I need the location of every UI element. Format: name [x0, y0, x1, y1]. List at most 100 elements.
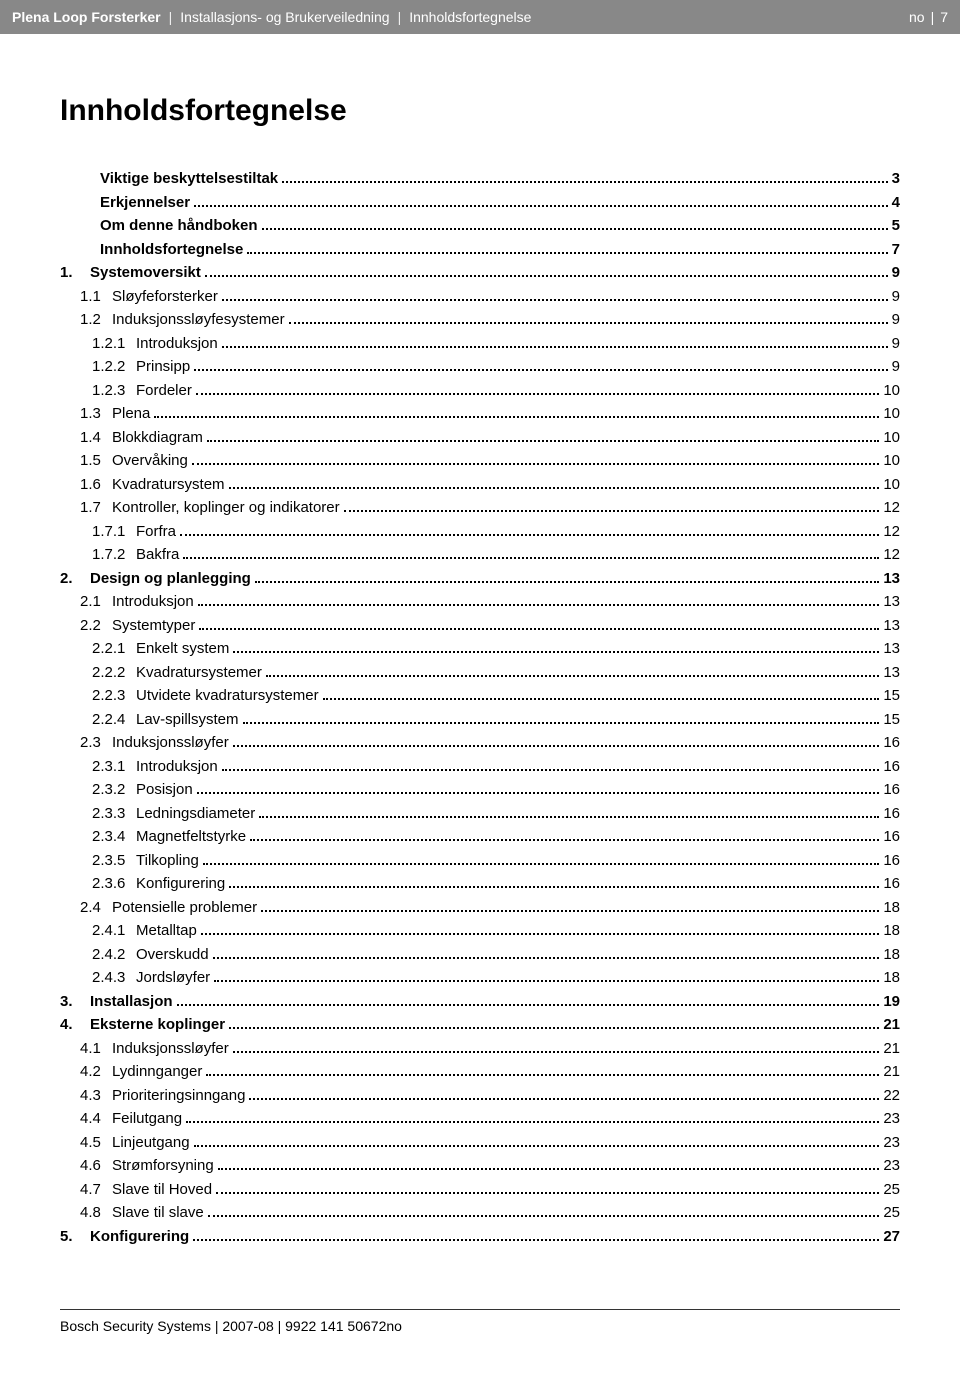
toc-title: Prioriteringsinngang — [112, 1085, 245, 1108]
toc-entry: 4.5Linjeutgang23 — [60, 1132, 900, 1155]
toc-page: 10 — [883, 380, 900, 403]
toc-page: 3 — [892, 168, 900, 191]
toc-entry: 2.4.2Overskudd18 — [60, 944, 900, 967]
toc-title: Konfigurering — [90, 1226, 189, 1249]
footer-text: Bosch Security Systems | 2007-08 | 9922 … — [0, 1310, 960, 1354]
toc-entry: 1.7Kontroller, koplinger og indikatorer1… — [60, 497, 900, 520]
toc-number: 1.2.1 — [60, 333, 136, 356]
toc-number: 4.7 — [60, 1179, 112, 1202]
toc-leader — [208, 1215, 880, 1217]
toc-page: 18 — [883, 967, 900, 990]
toc-leader — [213, 957, 880, 959]
header-pagenum: 7 — [940, 9, 948, 25]
toc-page: 7 — [892, 239, 900, 262]
toc-title: Lav-spillsystem — [136, 709, 239, 732]
toc-entry: 1.Systemoversikt9 — [60, 262, 900, 285]
toc-title: Overskudd — [136, 944, 209, 967]
toc-number: 2.3.4 — [60, 826, 136, 849]
toc-number: 2.3.2 — [60, 779, 136, 802]
toc-title: Systemoversikt — [90, 262, 201, 285]
toc-entry: 1.5Overvåking10 — [60, 450, 900, 473]
toc-leader — [233, 1051, 880, 1053]
toc-page: 12 — [883, 497, 900, 520]
toc-title: Jordsløyfer — [136, 967, 210, 990]
toc-page: 23 — [883, 1155, 900, 1178]
toc-page: 21 — [883, 1038, 900, 1061]
toc-title: Induksjonssløyfesystemer — [112, 309, 285, 332]
page-title: Innholdsfortegnelse — [60, 94, 900, 128]
toc-entry: 2.3.1Introduksjon16 — [60, 756, 900, 779]
toc-entry: 2.4Potensielle problemer18 — [60, 897, 900, 920]
toc-entry: 2.3Induksjonssløyfer16 — [60, 732, 900, 755]
table-of-contents: Viktige beskyttelsestiltak3Erkjennelser4… — [60, 168, 900, 1248]
toc-page: 21 — [883, 1061, 900, 1084]
header-pageinfo: no | 7 — [909, 9, 948, 25]
toc-entry: 1.3Plena10 — [60, 403, 900, 426]
toc-entry: 4.3Prioriteringsinngang22 — [60, 1085, 900, 1108]
toc-entry: 2.4.3Jordsløyfer 18 — [60, 967, 900, 990]
header-bar: Plena Loop Forsterker | Installasjons- o… — [0, 0, 960, 34]
toc-entry: 2.3.5Tilkopling16 — [60, 850, 900, 873]
toc-number: 1.3 — [60, 403, 112, 426]
toc-leader — [289, 322, 888, 324]
toc-number: 1. — [60, 262, 90, 285]
toc-title: Om denne håndboken — [60, 215, 258, 238]
toc-entry: 2.2.3Utvidete kvadratursystemer15 — [60, 685, 900, 708]
toc-number: 1.2.2 — [60, 356, 136, 379]
toc-page: 10 — [883, 450, 900, 473]
toc-entry: 1.1Sløyfeforsterker9 — [60, 286, 900, 309]
toc-title: Innholdsfortegnelse — [60, 239, 243, 262]
toc-leader — [192, 463, 879, 465]
toc-page: 9 — [892, 333, 900, 356]
toc-page: 4 — [892, 192, 900, 215]
toc-title: Sløyfeforsterker — [112, 286, 218, 309]
toc-page: 16 — [883, 850, 900, 873]
toc-number: 1.6 — [60, 474, 112, 497]
toc-leader — [186, 1121, 879, 1123]
header-breadcrumb: Plena Loop Forsterker | Installasjons- o… — [12, 9, 531, 25]
toc-entry: 2.Design og planlegging13 — [60, 568, 900, 591]
toc-title: Potensielle problemer — [112, 897, 257, 920]
toc-leader — [229, 487, 880, 489]
toc-leader — [233, 745, 880, 747]
toc-title: Feilutgang — [112, 1108, 182, 1131]
toc-entry: 1.2.1Introduksjon9 — [60, 333, 900, 356]
toc-title: Ledningsdiameter — [136, 803, 255, 826]
page-content: Innholdsfortegnelse Viktige beskyttelses… — [0, 34, 960, 1269]
toc-leader — [261, 910, 879, 912]
toc-title: Posisjon — [136, 779, 193, 802]
toc-page: 22 — [883, 1085, 900, 1108]
toc-title: Kvadratursystem — [112, 474, 225, 497]
toc-number: 4.6 — [60, 1155, 112, 1178]
header-product: Plena Loop Forsterker — [12, 9, 161, 25]
toc-title: Viktige beskyttelsestiltak — [60, 168, 278, 191]
toc-title: Overvåking — [112, 450, 188, 473]
toc-leader — [222, 769, 880, 771]
toc-number: 4.4 — [60, 1108, 112, 1131]
toc-number: 1.7 — [60, 497, 112, 520]
toc-entry: 1.7.2Bakfra12 — [60, 544, 900, 567]
toc-leader — [196, 393, 879, 395]
toc-leader — [229, 1027, 879, 1029]
toc-page: 16 — [883, 873, 900, 896]
toc-leader — [199, 628, 879, 630]
toc-entry: 1.4Blokkdiagram10 — [60, 427, 900, 450]
toc-entry: 4.Eksterne koplinger21 — [60, 1014, 900, 1037]
toc-page: 18 — [883, 897, 900, 920]
toc-entry: 2.1Introduksjon13 — [60, 591, 900, 614]
toc-entry: 1.2Induksjonssløyfesystemer9 — [60, 309, 900, 332]
toc-number: 4.2 — [60, 1061, 112, 1084]
toc-entry: 4.2Lydinnganger21 — [60, 1061, 900, 1084]
toc-number: 2.4.3 — [60, 967, 136, 990]
toc-number: 1.4 — [60, 427, 112, 450]
toc-page: 13 — [883, 591, 900, 614]
toc-title: Induksjonssløyfer — [112, 1038, 229, 1061]
toc-page: 16 — [883, 826, 900, 849]
toc-number: 5. — [60, 1226, 90, 1249]
header-section: Innholdsfortegnelse — [409, 9, 531, 25]
toc-page: 15 — [883, 709, 900, 732]
toc-number: 1.2.3 — [60, 380, 136, 403]
toc-page: 9 — [892, 309, 900, 332]
toc-number: 2.4.1 — [60, 920, 136, 943]
toc-number: 2.3.1 — [60, 756, 136, 779]
